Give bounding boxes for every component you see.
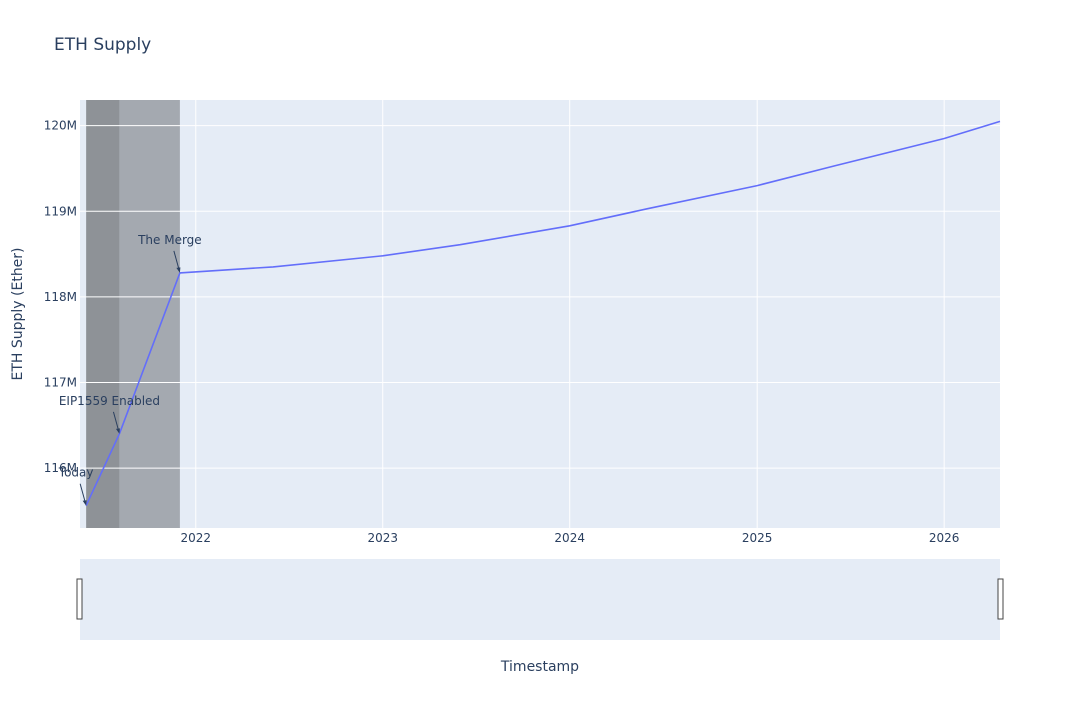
x-tick-label-4: 2026 bbox=[929, 531, 960, 545]
y-tick-label-4: 120M bbox=[44, 119, 77, 133]
annotation-arrow-line-0 bbox=[79, 483, 87, 504]
x-tick-label-3: 2025 bbox=[742, 531, 773, 545]
annotation-0: Today bbox=[58, 466, 94, 506]
y-tick-label-0: 116M bbox=[44, 461, 77, 475]
plot-area[interactable] bbox=[80, 100, 1000, 528]
annotation-arrow-head-0 bbox=[82, 500, 87, 506]
grid-lines bbox=[80, 100, 1000, 528]
y-tick-label-2: 118M bbox=[44, 290, 77, 304]
x-tick-label-2: 2024 bbox=[554, 531, 585, 545]
y-tick-label-1: 117M bbox=[44, 375, 77, 389]
y-axis-title: ETH Supply (Ether) bbox=[10, 247, 26, 380]
range-slider-handle-left[interactable] bbox=[76, 578, 83, 620]
annotation-2: The Merge bbox=[137, 233, 202, 273]
y-axis-ticks: 116M 117M 118M 119M 120M bbox=[44, 119, 77, 475]
chart-title: ETH Supply bbox=[54, 35, 151, 55]
annotation-arrow-head-1 bbox=[115, 428, 120, 434]
annotation-1: EIP1559 Enabled bbox=[59, 394, 160, 434]
series-line-0 bbox=[85, 120, 1001, 507]
series-lines bbox=[85, 120, 1001, 507]
x-tick-label-1: 2023 bbox=[367, 531, 398, 545]
annotation-arrow-line-2 bbox=[173, 250, 180, 272]
annotation-label-2: The Merge bbox=[137, 233, 202, 247]
annotation-arrow-head-2 bbox=[176, 267, 181, 273]
y-tick-label-3: 119M bbox=[44, 204, 77, 218]
x-axis-ticks: 2022 2023 2024 2025 2026 bbox=[180, 531, 959, 545]
annotation-arrow-line-1 bbox=[112, 411, 120, 432]
annotations: Today EIP1559 Enabled The Merge bbox=[58, 233, 202, 506]
shaded-region-1 bbox=[119, 100, 180, 528]
annotation-label-1: EIP1559 Enabled bbox=[59, 394, 160, 408]
range-slider-handle-right[interactable] bbox=[997, 578, 1004, 620]
shaded-regions bbox=[86, 100, 180, 528]
x-tick-label-0: 2022 bbox=[180, 531, 211, 545]
range-slider[interactable] bbox=[80, 559, 1000, 640]
annotation-label-0: Today bbox=[58, 466, 94, 480]
x-axis-title: Timestamp bbox=[500, 659, 579, 675]
shaded-region-0 bbox=[86, 100, 120, 528]
